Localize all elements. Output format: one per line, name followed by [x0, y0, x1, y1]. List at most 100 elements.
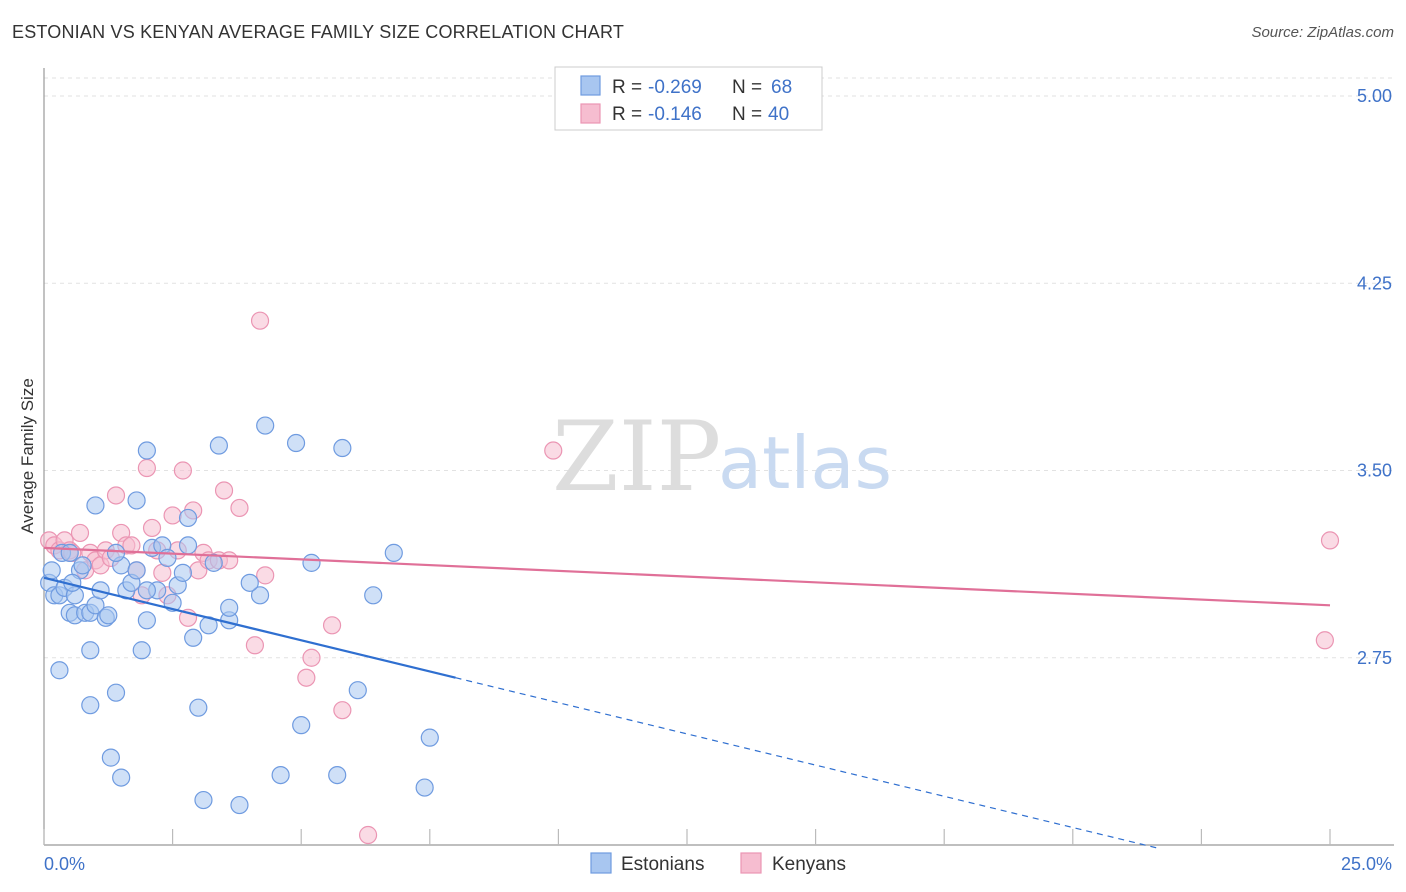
- estonian-r-value: -0.269: [648, 77, 702, 98]
- estonian-point-19: [101, 748, 120, 767]
- kenyan-point-24: [163, 506, 182, 525]
- estonian-point-1: [42, 561, 61, 580]
- estonian-point-42: [209, 436, 228, 455]
- estonian-point-58: [50, 661, 69, 680]
- kenyan-trend-line: [43, 546, 1331, 607]
- y-axis-label: Average Family Size: [18, 378, 37, 534]
- kenyan-point-19: [137, 458, 156, 478]
- kenyan-point-46: [1320, 531, 1340, 550]
- kenyan-points: [40, 311, 1340, 845]
- kenyan-n-label: N =: [732, 104, 762, 125]
- estonian-point-18: [99, 606, 118, 625]
- estonian-point-32: [158, 548, 177, 567]
- gridlines: [44, 77, 1394, 659]
- estonian-point-39: [194, 790, 213, 810]
- chart-title: ESTONIAN VS KENYAN AVERAGE FAMILY SIZE C…: [12, 22, 625, 42]
- estonian-point-65: [220, 598, 239, 617]
- series-legend: Estonians Kenyans: [590, 852, 846, 875]
- kenyan-point-39: [297, 668, 316, 687]
- estonian-point-10: [73, 556, 92, 575]
- stats-legend: R = -0.269 N = 68 R = -0.146 N = 40: [554, 66, 823, 131]
- watermark: ZIP atlas: [552, 401, 892, 513]
- estonian-point-47: [271, 765, 290, 785]
- estonian-point-27: [137, 441, 156, 460]
- estonian-point-28: [137, 611, 156, 630]
- estonian-point-51: [328, 765, 347, 785]
- estonian-point-64: [178, 536, 198, 555]
- estonian-point-35: [173, 563, 192, 582]
- estonian-point-38: [189, 698, 208, 717]
- estonian-point-20: [106, 683, 126, 702]
- estonian-point-66: [240, 573, 259, 592]
- kenyan-point-6: [70, 523, 90, 543]
- kenyan-point-38: [256, 566, 275, 585]
- kenyan-n-value: 40: [768, 104, 789, 125]
- kenyan-point-43: [358, 825, 378, 845]
- estonian-point-15: [86, 496, 105, 515]
- watermark-zip-text: ZIP: [552, 401, 721, 513]
- kenyan-point-42: [333, 701, 352, 720]
- watermark-atlas-text: atlas: [718, 421, 892, 505]
- kenyan-point-45: [1315, 631, 1334, 650]
- estonian-point-53: [348, 681, 367, 700]
- estonian-point-45: [250, 586, 270, 605]
- x-ticks: [43, 829, 1331, 845]
- kenyan-point-41: [322, 616, 342, 635]
- kenyan-r-label: R =: [612, 104, 642, 125]
- estonian-point-46: [256, 416, 275, 435]
- trend-lines: [43, 546, 1331, 850]
- estonian-point-6: [60, 543, 79, 562]
- estonian-point-26: [132, 641, 151, 660]
- estonian-point-12: [81, 641, 100, 660]
- kenyan-point-16: [122, 536, 141, 555]
- kenyan-swatch: [580, 103, 601, 124]
- estonian-point-57: [420, 728, 439, 747]
- legend-kenyans-swatch: [740, 852, 762, 874]
- estonian-point-41: [204, 553, 223, 572]
- estonian-trend-extension: [455, 677, 1161, 850]
- estonian-point-36: [178, 508, 198, 528]
- estonian-point-49: [292, 716, 311, 735]
- legend-estonians-label: Estonians: [621, 854, 704, 875]
- kenyan-point-33: [214, 481, 234, 500]
- estonian-n-value: 68: [771, 77, 792, 98]
- estonian-points: [40, 416, 439, 815]
- estonian-point-22: [112, 768, 131, 787]
- legend-estonians-swatch: [590, 852, 612, 874]
- kenyan-point-36: [245, 636, 265, 655]
- kenyan-point-37: [250, 311, 270, 330]
- source-label: Source: ZipAtlas.com: [1251, 24, 1394, 41]
- estonian-point-44: [230, 795, 249, 815]
- y-tick-labels: 2.75 3.50 4.25 5.00: [1357, 86, 1392, 668]
- legend-kenyans-label: Kenyans: [772, 854, 846, 875]
- y-tick-label-0: 2.75: [1357, 648, 1392, 668]
- estonian-point-56: [415, 778, 434, 797]
- estonian-point-55: [384, 543, 403, 562]
- kenyan-point-35: [230, 498, 249, 518]
- estonian-n-label: N =: [732, 77, 762, 98]
- x-tick-label-max: 25.0%: [1341, 854, 1392, 874]
- estonian-point-60: [81, 696, 100, 715]
- kenyan-point-13: [106, 486, 126, 505]
- estonian-point-62: [127, 561, 146, 580]
- estonian-point-37: [184, 628, 203, 647]
- estonian-swatch: [580, 75, 601, 96]
- y-tick-label-2: 4.25: [1357, 273, 1392, 293]
- estonian-point-50: [302, 553, 321, 572]
- kenyan-point-26: [173, 461, 192, 480]
- axes: [43, 68, 1394, 846]
- kenyan-point-44: [544, 441, 563, 460]
- kenyan-point-40: [302, 648, 321, 667]
- y-tick-label-1: 3.50: [1357, 461, 1392, 481]
- estonian-r-label: R =: [612, 77, 642, 98]
- estonian-point-25: [127, 491, 146, 510]
- kenyan-point-20: [142, 518, 162, 538]
- kenyan-point-34: [220, 551, 239, 570]
- estonian-point-52: [333, 438, 352, 458]
- y-tick-label-3: 5.00: [1357, 86, 1392, 106]
- kenyan-r-value: -0.146: [648, 104, 702, 125]
- estonian-trend-line: [43, 576, 456, 679]
- estonian-point-48: [286, 433, 306, 453]
- x-tick-label-min: 0.0%: [44, 854, 85, 874]
